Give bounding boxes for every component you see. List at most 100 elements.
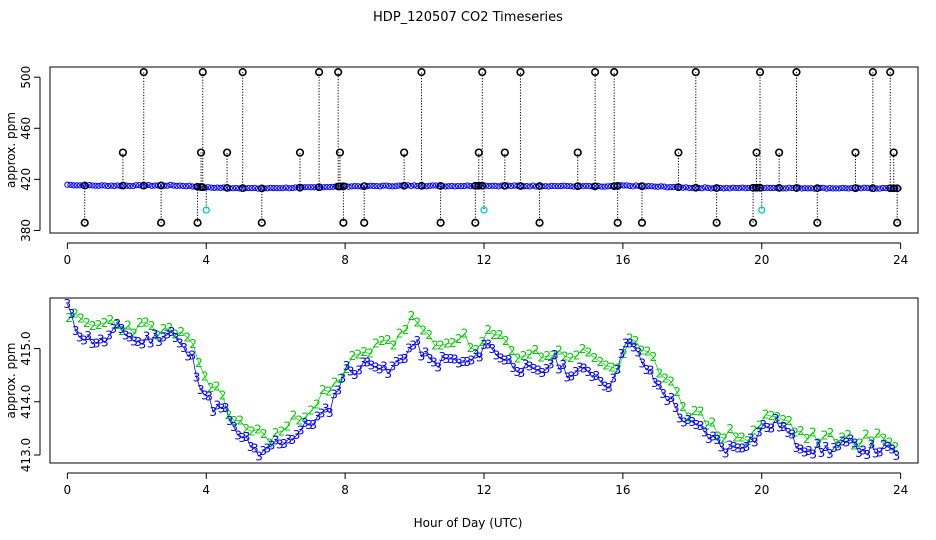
series-3-point: 3	[118, 322, 126, 336]
baseline-point	[236, 185, 243, 192]
spike-point	[889, 148, 898, 157]
spike-base-point	[80, 181, 89, 190]
spike-point	[851, 148, 860, 157]
baseline-point	[283, 184, 290, 191]
baseline-point	[211, 184, 218, 192]
baseline-point	[376, 183, 383, 190]
baseline-point	[598, 183, 605, 190]
spike-point	[295, 148, 305, 157]
series-3-point: 3	[255, 449, 263, 463]
baseline-point	[804, 185, 812, 192]
series-2-point: 2	[750, 423, 758, 437]
x-axis-label: Hour of Day (UTC)	[414, 516, 523, 530]
spike-point	[436, 218, 445, 227]
series-3-point: 3	[747, 432, 755, 446]
series-2-point: 2	[349, 349, 357, 363]
series-3-point: 3	[705, 432, 713, 446]
baseline-point	[561, 182, 568, 189]
series-2-point: 2	[715, 429, 723, 443]
series-3-point: 3	[105, 328, 113, 342]
baseline-point	[529, 182, 537, 189]
series-3-point: 3	[614, 363, 622, 377]
series-2-point: 2	[520, 349, 528, 363]
series-2-point: 2	[650, 350, 658, 364]
series-2-point: 2	[396, 326, 404, 340]
spike-point	[257, 218, 266, 227]
series-2-point: 2	[591, 351, 599, 365]
series-2-point: 2	[756, 418, 764, 432]
series-3-point: 3	[522, 357, 530, 371]
baseline-point	[832, 185, 840, 192]
series-3-point: 3	[672, 401, 680, 415]
series-2-point: 2	[744, 434, 752, 448]
bottom-panel: 2222222222222222222222222222222222222222…	[4, 297, 919, 497]
series-2-point: 2	[791, 426, 799, 440]
series-3-point: 3	[334, 384, 342, 398]
series-3-point: 3	[738, 441, 746, 455]
series-2-point: 2	[449, 336, 457, 350]
series-2-point: 2	[874, 426, 882, 440]
series-3-point: 3	[214, 398, 222, 412]
baseline-point	[686, 184, 693, 192]
spike-point	[893, 218, 902, 227]
series-3-point: 3	[347, 365, 355, 379]
series-2-point: 2	[242, 422, 250, 436]
series-2-point: 2	[130, 327, 138, 341]
series-2-point: 2	[803, 432, 811, 446]
series-3-point: 3	[176, 337, 184, 351]
series-3-point: 3	[564, 371, 572, 385]
baseline-point	[742, 185, 749, 192]
series-3-point: 3	[484, 338, 492, 352]
baseline-point	[270, 185, 277, 192]
x-tick-label: 20	[754, 483, 769, 497]
series-2-point: 2	[703, 418, 711, 432]
series-2-point: 2	[148, 319, 156, 333]
baseline-point	[726, 185, 733, 192]
baseline-point	[404, 182, 412, 189]
spike-point	[474, 148, 483, 157]
series-3-point: 3	[589, 370, 597, 384]
series-2-point: 2	[821, 428, 829, 442]
series-2-point: 2	[709, 416, 717, 430]
series-3-point: 3	[430, 355, 438, 369]
spike-point	[573, 148, 582, 157]
series-2-point: 2	[112, 318, 120, 332]
series-3-point: 3	[559, 358, 567, 372]
series-3-point: 3	[697, 419, 705, 433]
x-tick-label: 24	[893, 483, 908, 497]
baseline-point	[179, 182, 187, 190]
series-2-point: 2	[71, 306, 79, 320]
series-3-point: 3	[572, 365, 580, 379]
series-2-point: 2	[384, 333, 392, 347]
x-tick-label: 8	[341, 253, 349, 267]
series-3-point: 3	[389, 360, 397, 374]
series-2-point: 2	[579, 342, 587, 356]
series-3-point: 3	[580, 361, 588, 375]
series-3-point: 3	[368, 359, 376, 373]
spike-point	[591, 68, 600, 77]
series-2-point: 2	[254, 422, 262, 436]
spike-base-point	[400, 181, 409, 190]
spike-base-point	[638, 182, 646, 191]
series-3-point: 3	[172, 331, 180, 345]
series-3-point: 3	[826, 447, 834, 461]
series-2-point: 2	[862, 427, 870, 441]
series-3-point: 3	[480, 338, 488, 352]
baseline-point	[348, 183, 355, 190]
series-2-point: 2	[402, 323, 410, 337]
series-3-point: 3	[805, 444, 813, 458]
series-2-point: 2	[414, 316, 422, 330]
series-3-point: 3	[751, 436, 759, 450]
baseline-point	[826, 185, 833, 192]
series-3-point: 3	[801, 445, 809, 459]
series-3-point: 3	[101, 336, 109, 350]
spike-point	[792, 68, 801, 77]
series-3-point: 3	[668, 391, 676, 405]
spike-point	[868, 68, 877, 77]
series-3-point: 3	[93, 337, 101, 351]
series-3-point: 3	[197, 383, 205, 397]
series-2-point: 2	[189, 337, 197, 351]
baseline-point	[351, 183, 358, 190]
spike-base-point	[223, 183, 231, 192]
